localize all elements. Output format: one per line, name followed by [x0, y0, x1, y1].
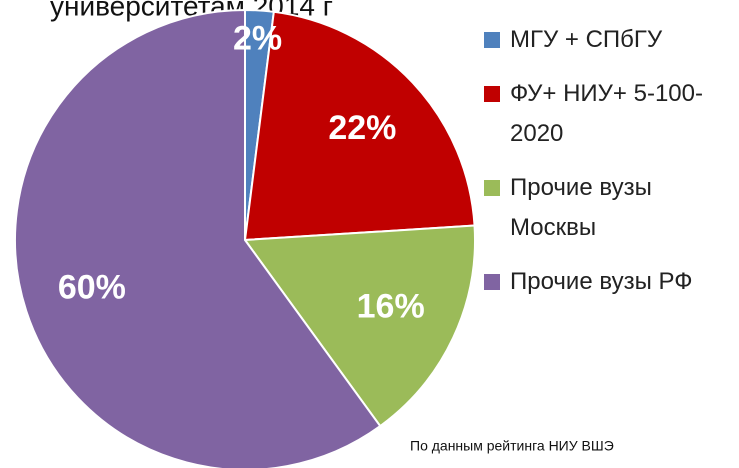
legend-item: Прочие вузы Москвы — [484, 168, 734, 248]
legend-label: Прочие вузы РФ — [510, 268, 693, 295]
pie-slice — [243, 224, 476, 428]
legend-swatch — [484, 32, 500, 48]
data-label: 2% — [233, 19, 282, 57]
data-label: 16% — [357, 288, 425, 326]
legend: МГУ + СПбГУ ФУ+ НИУ+ 5-100-2020 Прочие вуз… — [484, 20, 734, 316]
data-label: 60% — [58, 269, 126, 307]
legend-swatch — [484, 180, 500, 196]
legend-swatch — [484, 86, 500, 102]
legend-swatch — [484, 274, 500, 290]
legend-item: ФУ+ НИУ+ 5-100-2020 — [484, 74, 734, 154]
legend-label: ФУ+ НИУ+ 5-100-2020 — [510, 80, 703, 147]
legend-label: Прочие вузы Москвы — [510, 174, 652, 241]
data-label: 22% — [328, 109, 396, 147]
legend-label: МГУ + СПбГУ — [510, 26, 663, 53]
legend-item: МГУ + СПбГУ — [484, 20, 734, 60]
pie-slice — [14, 8, 382, 468]
legend-item: Прочие вузы РФ — [484, 262, 734, 302]
annotation: По данным рейтинга НИУ ВШЭ — [410, 438, 614, 454]
pie-slice — [243, 10, 476, 242]
